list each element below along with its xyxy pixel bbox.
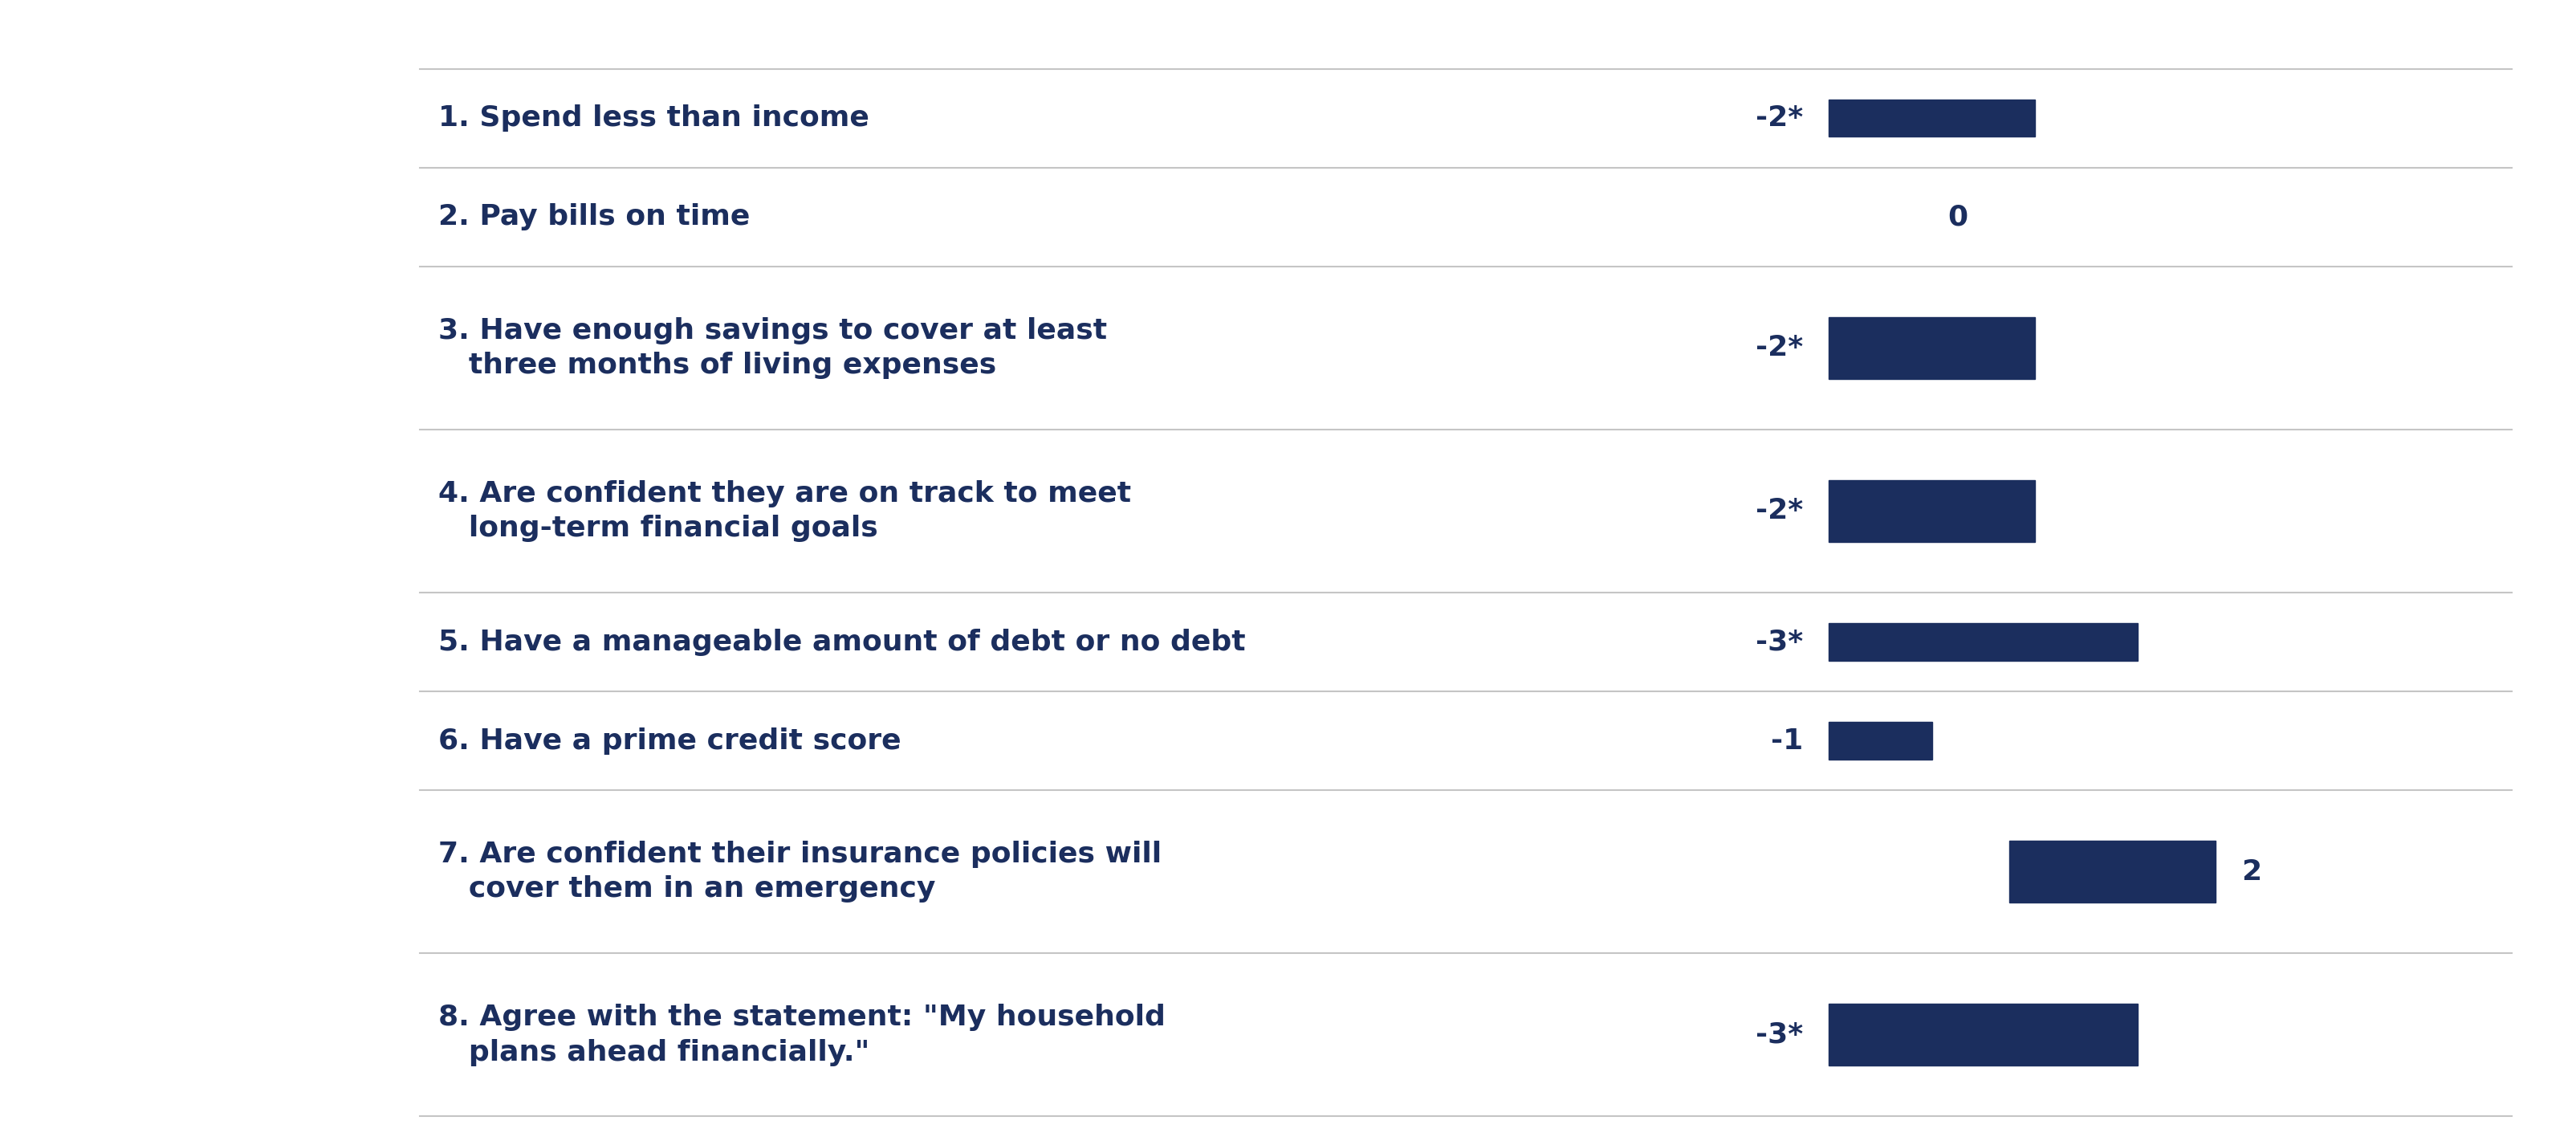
Text: 2. Pay bills on time: 2. Pay bills on time xyxy=(438,204,750,230)
Bar xyxy=(1829,1004,2138,1066)
Text: 0: 0 xyxy=(1947,204,1968,230)
Text: -2*: -2* xyxy=(1757,334,1803,362)
Bar xyxy=(2009,840,2215,902)
Bar xyxy=(1829,100,2035,137)
Text: 6. Have a prime credit score: 6. Have a prime credit score xyxy=(438,727,902,755)
Bar xyxy=(1829,722,1932,759)
Bar xyxy=(1829,623,2138,661)
Text: 7. Are confident their insurance policies will
   cover them in an emergency: 7. Are confident their insurance policie… xyxy=(438,840,1162,903)
Text: -3*: -3* xyxy=(1757,1021,1803,1049)
Bar xyxy=(1829,317,2035,379)
Text: 2: 2 xyxy=(2241,858,2262,885)
Text: -1: -1 xyxy=(1770,727,1803,755)
Text: -2*: -2* xyxy=(1757,497,1803,524)
Text: -2*: -2* xyxy=(1757,104,1803,132)
Text: 5. Have a manageable amount of debt or no debt: 5. Have a manageable amount of debt or n… xyxy=(438,629,1244,656)
Text: 3. Have enough savings to cover at least
   three months of living expenses: 3. Have enough savings to cover at least… xyxy=(438,317,1108,379)
Text: 1. Spend less than income: 1. Spend less than income xyxy=(438,104,868,132)
Text: 8. Agree with the statement: "My household
   plans ahead financially.": 8. Agree with the statement: "My househo… xyxy=(438,1004,1164,1066)
Text: 4. Are confident they are on track to meet
   long-term financial goals: 4. Are confident they are on track to me… xyxy=(438,480,1131,542)
Bar xyxy=(1829,480,2035,542)
Text: -3*: -3* xyxy=(1757,629,1803,656)
